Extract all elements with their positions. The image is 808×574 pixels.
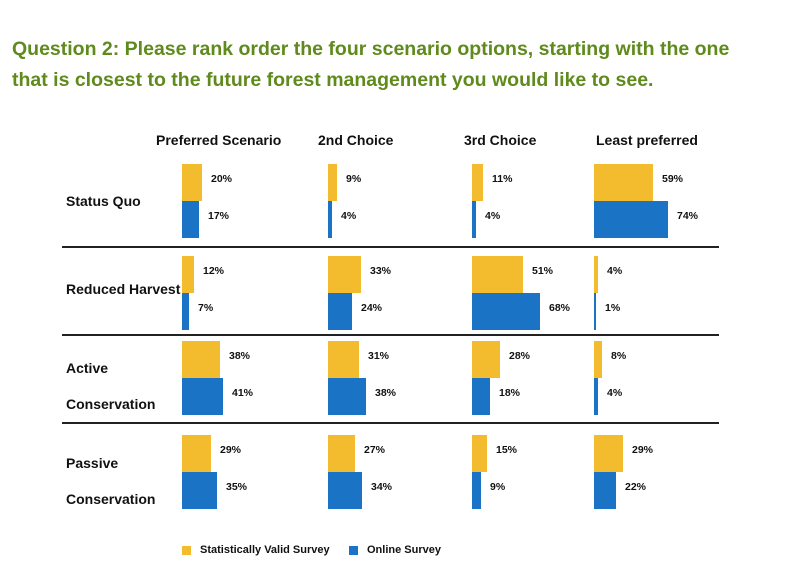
legend-item-statistically-valid: Statistically Valid Survey	[182, 544, 330, 556]
column-header-3rd-choice: 3rd Choice	[464, 132, 537, 148]
bar-value-label: 15%	[496, 444, 518, 456]
bar-statistically-valid	[594, 341, 602, 378]
bar-statistically-valid	[594, 164, 653, 201]
bar-value-label: 18%	[499, 387, 521, 399]
bar-value-label: 4%	[607, 265, 623, 277]
bar-value-label: 29%	[632, 444, 654, 456]
bar-value-label: 41%	[232, 387, 254, 399]
bar-value-label: 8%	[611, 350, 627, 362]
bar-statistically-valid	[328, 256, 361, 293]
bar-value-label: 28%	[509, 350, 531, 362]
row-label-status-quo: Status Quo	[66, 193, 141, 209]
column-header-least-preferred: Least preferred	[596, 132, 698, 148]
bar-online	[472, 472, 481, 509]
bar-online	[328, 378, 366, 415]
bar-value-label: 4%	[607, 387, 623, 399]
column-header-2nd-choice: 2nd Choice	[318, 132, 394, 148]
bar-value-label: 22%	[625, 481, 647, 493]
legend-item-online: Online Survey	[349, 544, 441, 556]
bar-value-label: 1%	[605, 302, 621, 314]
row-label-reduced-harvest: Reduced Harvest	[66, 281, 181, 297]
bar-value-label: 11%	[492, 173, 513, 185]
row-divider	[62, 422, 719, 424]
bar-value-label: 74%	[677, 210, 699, 222]
question-title: Question 2: Please rank order the four s…	[12, 34, 802, 96]
bar-value-label: 29%	[220, 444, 242, 456]
bar-online	[328, 472, 362, 509]
bar-statistically-valid	[472, 164, 483, 201]
bar-value-label: 34%	[371, 481, 393, 493]
bar-statistically-valid	[472, 341, 500, 378]
bar-value-label: 7%	[198, 302, 214, 314]
bar-statistically-valid	[472, 435, 487, 472]
bar-value-label: 27%	[364, 444, 386, 456]
bar-statistically-valid	[182, 435, 211, 472]
bar-statistically-valid	[594, 435, 623, 472]
bar-value-label: 51%	[532, 265, 554, 277]
bar-value-label: 33%	[370, 265, 392, 277]
bar-statistically-valid	[182, 164, 202, 201]
legend-label: Online Survey	[367, 544, 441, 556]
row-divider	[62, 334, 719, 336]
bar-online	[472, 378, 490, 415]
bar-value-label: 38%	[375, 387, 397, 399]
bar-online	[182, 293, 189, 330]
bar-online	[328, 293, 352, 330]
bar-value-label: 31%	[368, 350, 390, 362]
row-label-active-conservation: Active Conservation	[66, 360, 156, 412]
bar-statistically-valid	[182, 256, 194, 293]
bar-value-label: 59%	[662, 173, 684, 185]
bar-value-label: 24%	[361, 302, 383, 314]
bar-value-label: 4%	[341, 210, 357, 222]
bar-online	[182, 201, 199, 238]
bar-online	[594, 378, 598, 415]
legend-label: Statistically Valid Survey	[200, 544, 330, 556]
bar-value-label: 17%	[208, 210, 230, 222]
bar-statistically-valid	[328, 341, 359, 378]
question-title-line-1: Question 2: Please rank order the four s…	[12, 38, 730, 60]
bar-value-label: 9%	[490, 481, 506, 493]
bar-online	[472, 201, 476, 238]
bar-online	[594, 472, 616, 509]
bar-online	[594, 293, 596, 330]
bar-value-label: 35%	[226, 481, 248, 493]
legend-swatch-yellow	[182, 545, 191, 555]
bar-online	[182, 472, 217, 509]
bar-online	[472, 293, 540, 330]
bar-online	[594, 201, 668, 238]
bar-value-label: 4%	[485, 210, 501, 222]
bar-statistically-valid	[328, 435, 355, 472]
bar-online	[182, 378, 223, 415]
bar-value-label: 38%	[229, 350, 251, 362]
bar-statistically-valid	[182, 341, 220, 378]
bar-statistically-valid	[594, 256, 598, 293]
row-label-passive-conservation: Passive Conservation	[66, 455, 156, 507]
column-header-preferred: Preferred Scenario	[156, 132, 282, 148]
bar-value-label: 20%	[211, 173, 233, 185]
bar-value-label: 9%	[346, 173, 362, 185]
bar-value-label: 12%	[203, 265, 225, 277]
bar-statistically-valid	[328, 164, 337, 201]
question-title-line-2: that is closest to the future forest man…	[12, 69, 654, 91]
row-divider	[62, 246, 719, 248]
legend-swatch-blue	[349, 545, 358, 555]
bar-value-label: 68%	[549, 302, 571, 314]
bar-statistically-valid	[472, 256, 523, 293]
bar-online	[328, 201, 332, 238]
